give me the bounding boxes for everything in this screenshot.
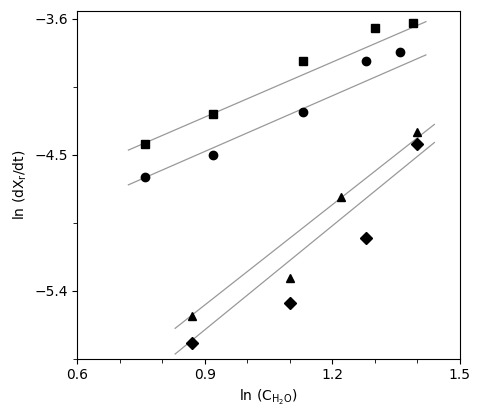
Y-axis label: ln ($\mathregular{dX_r/dt}$): ln ($\mathregular{dX_r/dt}$) [11,150,28,220]
X-axis label: ln ($\mathregular{C_{H_2O}}$): ln ($\mathregular{C_{H_2O}}$) [240,388,298,407]
